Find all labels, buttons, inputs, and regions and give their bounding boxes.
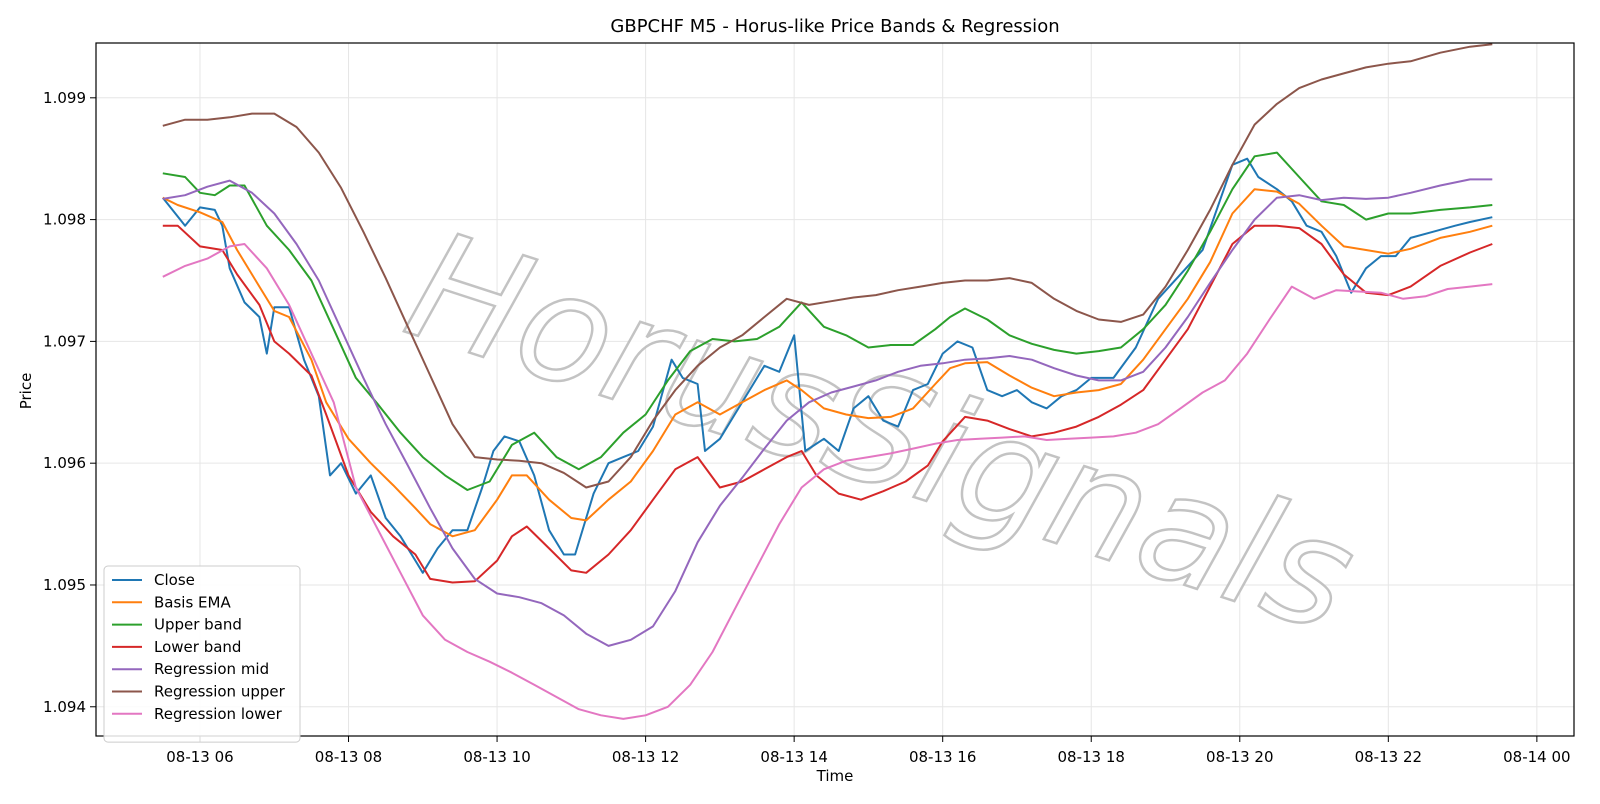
- y-axis-ticks: 1.094 1.095 1.096 1.097 1.098 1.099: [43, 89, 96, 716]
- grid: [96, 43, 1574, 736]
- series-line-close: [162, 157, 1493, 574]
- legend-label-regression-lower: Regression lower: [154, 705, 283, 723]
- y-axis-title: Price: [17, 373, 35, 410]
- x-axis-ticks: 08-13 06 08-13 08 08-13 10 08-13 12 08-13 14…: [166, 736, 1571, 766]
- series-lines: [162, 43, 1493, 720]
- x-tick-label: 08-13 18: [1058, 748, 1125, 766]
- watermark-text: HorusSignals: [389, 199, 1373, 667]
- x-tick-label: 08-13 20: [1206, 748, 1273, 766]
- x-tick-label: 08-13 10: [463, 748, 530, 766]
- legend-label-close: Close: [154, 571, 195, 589]
- y-tick-label: 1.095: [43, 576, 86, 594]
- legend-label-regression-upper: Regression upper: [154, 683, 286, 701]
- legend-label-upper-band: Upper band: [154, 616, 242, 634]
- y-tick-label: 1.097: [43, 332, 86, 350]
- x-tick-label: 08-13 14: [760, 748, 827, 766]
- y-tick-label: 1.096: [43, 454, 86, 472]
- y-tick-label: 1.099: [43, 89, 86, 107]
- series-line-basis-ema: [162, 188, 1493, 538]
- legend: Close Basis EMA Upper band Lower band Regres…: [103, 565, 301, 743]
- legend-label-lower-band: Lower band: [154, 638, 241, 656]
- x-tick-label: 08-13 16: [909, 748, 976, 766]
- x-tick-label: 08-13 08: [315, 748, 382, 766]
- x-tick-label: 08-13 06: [166, 748, 233, 766]
- series-line-regression-mid: [162, 178, 1493, 647]
- x-tick-label: 08-13 22: [1355, 748, 1422, 766]
- series-line-upper-band: [162, 151, 1493, 491]
- legend-label-basis-ema: Basis EMA: [154, 593, 231, 611]
- series-line-regression-upper: [162, 43, 1493, 489]
- chart-title: GBPCHF M5 - Horus-like Price Bands & Reg…: [610, 16, 1059, 37]
- x-tick-label: 08-14 00: [1503, 748, 1570, 766]
- series-line-regression-lower: [162, 243, 1493, 720]
- legend-box: [103, 565, 301, 743]
- x-axis-title: Time: [816, 767, 854, 785]
- x-tick-label: 08-13 12: [612, 748, 679, 766]
- y-tick-label: 1.094: [43, 698, 86, 716]
- legend-label-regression-mid: Regression mid: [154, 660, 269, 678]
- plot-frame: [95, 42, 1575, 737]
- y-tick-label: 1.098: [43, 211, 86, 229]
